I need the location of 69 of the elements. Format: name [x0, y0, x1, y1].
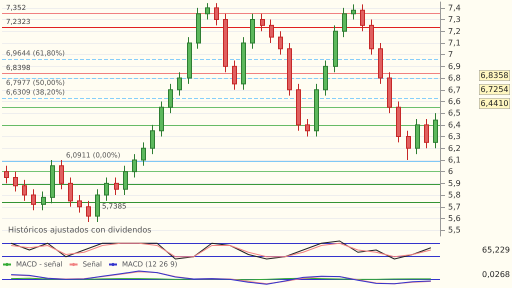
- y-tick-label: 7,4: [448, 3, 461, 12]
- y-tick-label: 6,4: [448, 120, 461, 130]
- candlestick: [77, 194, 82, 214]
- candlestick: [196, 7, 201, 50]
- y-tick-label: 6,6: [448, 96, 461, 106]
- y-tick-label: 5,8: [448, 190, 461, 200]
- candlestick: [95, 188, 100, 222]
- y-tick-label: 6: [448, 167, 454, 176]
- candlestick: [278, 30, 283, 56]
- candlestick: [241, 36, 246, 90]
- candlestick: [177, 72, 182, 96]
- y-tick-label: 5,9: [448, 178, 461, 188]
- candlestick: [123, 165, 128, 196]
- candlestick: [333, 24, 338, 73]
- candlestick: [22, 179, 27, 202]
- candlestick: [104, 177, 109, 202]
- candlestick: [369, 19, 374, 56]
- candlestick: [4, 165, 9, 184]
- y-tick-label: 7,3: [448, 15, 461, 24]
- y-tick-label: 7: [448, 50, 454, 60]
- y-tick-label: 7,2: [448, 26, 461, 36]
- candlestick: [305, 118, 310, 138]
- candlestick: [287, 42, 292, 96]
- y-tick-label: 6,1: [448, 155, 461, 164]
- candlestick: [396, 100, 401, 143]
- candlestick: [168, 83, 173, 114]
- candlestick: [342, 7, 347, 38]
- y-tick-label: 5,7: [448, 202, 461, 212]
- candlestick: [232, 60, 237, 90]
- candlestick: [296, 83, 301, 132]
- candlestick: [114, 177, 119, 196]
- candlestick: [86, 200, 91, 222]
- y-tick-label: 6,9: [448, 62, 461, 71]
- text: 6,4410: [480, 99, 509, 108]
- candlestick: [214, 2, 219, 26]
- candlestick: [132, 154, 137, 178]
- candlestick: [269, 19, 274, 44]
- y-tick-label: 6,2: [448, 144, 461, 153]
- candlestick: [360, 4, 365, 32]
- candlestick: [323, 60, 328, 96]
- candlestick: [260, 13, 265, 32]
- candlestick: [68, 177, 73, 208]
- candlestick: [250, 13, 255, 50]
- candlestick: [187, 36, 192, 84]
- candlestick: [59, 159, 64, 190]
- candlestick: [406, 130, 411, 160]
- candlestick: [50, 159, 55, 204]
- candlestick: [31, 188, 36, 211]
- candlestick: [387, 72, 392, 114]
- candlestick: [223, 13, 228, 73]
- y-tick-label: 5,5: [448, 226, 461, 235]
- y-tick-label: 6,5: [448, 108, 461, 118]
- candlestick: [141, 142, 146, 166]
- y-tick-label: 6,7: [448, 85, 461, 94]
- y-tick-label: 6,3: [448, 132, 461, 142]
- candlestick: [351, 4, 356, 20]
- y-tick-label: 5,6: [448, 214, 461, 223]
- candlestick: [205, 2, 210, 20]
- y-tick-label: 6,8: [448, 74, 461, 83]
- text: 6,7254: [480, 85, 509, 94]
- y-tick-label: 7,1: [448, 38, 461, 48]
- text: 0,0268: [482, 270, 510, 279]
- annotation: Históricos ajustados con dividendos: [8, 226, 152, 234]
- text: 65,229: [482, 246, 510, 254]
- text: 6,8358: [480, 71, 509, 80]
- candlestick: [41, 191, 46, 211]
- candlestick: [378, 42, 383, 84]
- candlestick: [424, 118, 429, 149]
- candlestick: [13, 171, 18, 192]
